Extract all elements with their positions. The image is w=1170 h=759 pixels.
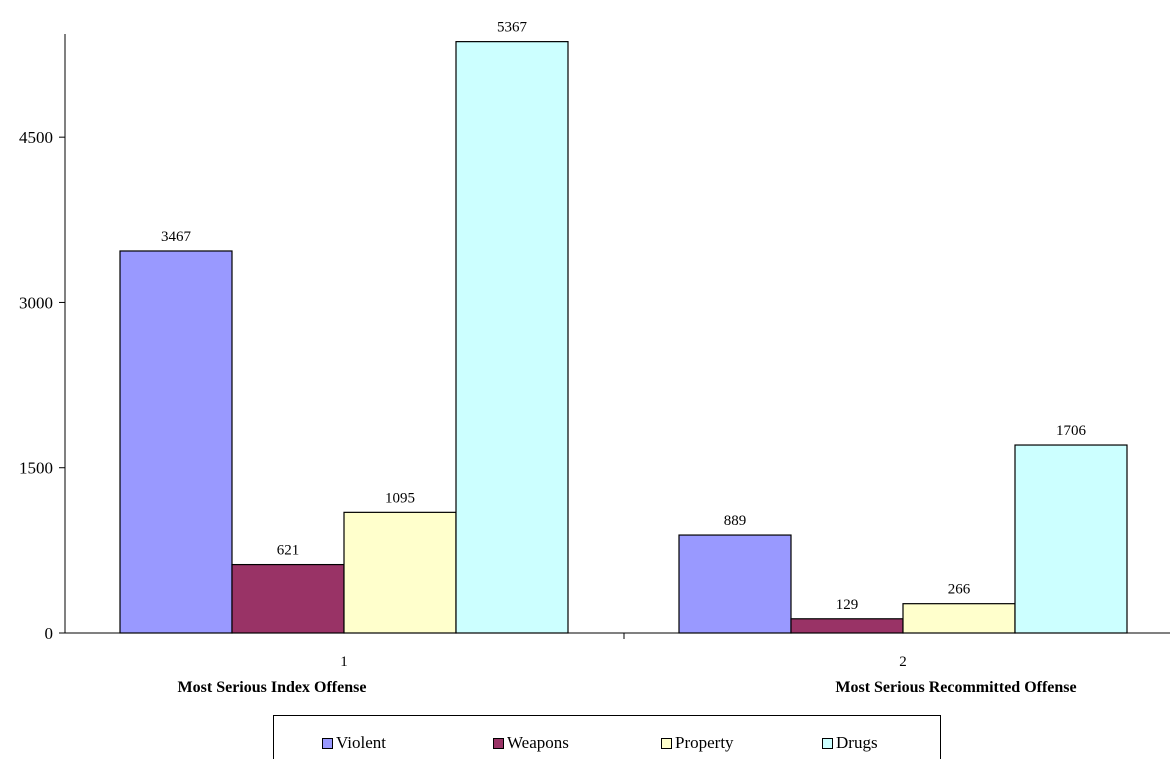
legend-label-violent: Violent xyxy=(336,733,386,752)
data-label: 889 xyxy=(724,513,747,529)
bar-chart: 0 1500 3000 4500 3467 621 1095 5367 1 Most Seriou… xyxy=(19,20,1170,696)
legend-swatch-violent xyxy=(322,737,333,749)
bar-drugs-2 xyxy=(1014,444,1128,634)
y-tick-label: 1500 xyxy=(19,459,53,478)
legend-swatch-property xyxy=(661,737,672,749)
bar-weapons-2 xyxy=(790,618,904,634)
bar-weapons-1 xyxy=(231,563,345,634)
data-label: 5367 xyxy=(497,20,528,36)
bar-violent-1 xyxy=(119,250,233,634)
legend-item-weapons: Weapons xyxy=(493,734,569,752)
x-tick-label: 1 xyxy=(340,654,348,670)
legend-label-drugs: Drugs xyxy=(836,733,878,752)
data-label: 621 xyxy=(277,543,300,559)
legend-label-property: Property xyxy=(675,733,734,752)
bar-property-1 xyxy=(343,511,457,634)
data-label: 1706 xyxy=(1056,423,1087,439)
legend-swatch-drugs xyxy=(822,737,833,749)
bar-property-2 xyxy=(902,603,1016,634)
legend-item-violent: Violent xyxy=(322,734,386,752)
legend-item-property: Property xyxy=(661,734,734,752)
legend-swatch-weapons xyxy=(493,737,504,749)
legend-item-drugs: Drugs xyxy=(822,734,878,752)
y-tick-label: 3000 xyxy=(19,293,53,312)
x-category-label: Most Serious Index Offense xyxy=(178,679,367,696)
y-tick-label: 4500 xyxy=(19,128,53,147)
data-label: 1095 xyxy=(385,490,415,506)
legend: Violent Weapons Property Drugs xyxy=(273,715,941,759)
bar-drugs-1 xyxy=(455,41,569,634)
x-tick-label: 2 xyxy=(899,654,907,670)
legend-label-weapons: Weapons xyxy=(507,733,569,752)
data-label: 266 xyxy=(948,582,971,598)
data-label: 3467 xyxy=(161,229,192,245)
data-label: 129 xyxy=(836,597,859,613)
bar-violent-2 xyxy=(678,534,792,634)
x-category-label: Most Serious Recommitted Offense xyxy=(835,679,1076,696)
y-tick-label: 0 xyxy=(45,624,54,643)
